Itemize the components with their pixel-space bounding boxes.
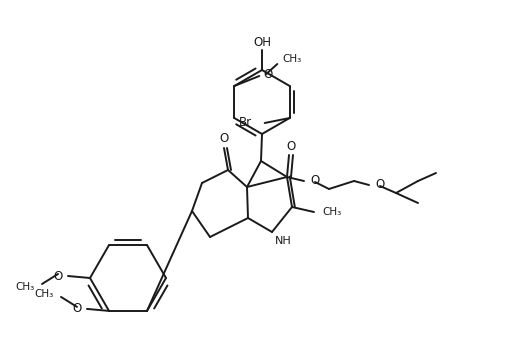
Text: CH₃: CH₃: [282, 54, 302, 64]
Text: O: O: [286, 140, 296, 153]
Text: NH: NH: [275, 236, 292, 246]
Text: CH₃: CH₃: [322, 207, 341, 217]
Text: O: O: [54, 270, 63, 283]
Text: Br: Br: [239, 117, 252, 130]
Text: O: O: [310, 174, 319, 187]
Text: O: O: [375, 179, 384, 192]
Text: O: O: [73, 303, 82, 316]
Text: O: O: [263, 68, 272, 81]
Text: OH: OH: [253, 35, 271, 48]
Text: O: O: [220, 132, 229, 146]
Text: CH₃: CH₃: [16, 282, 35, 292]
Text: CH₃: CH₃: [35, 289, 54, 299]
